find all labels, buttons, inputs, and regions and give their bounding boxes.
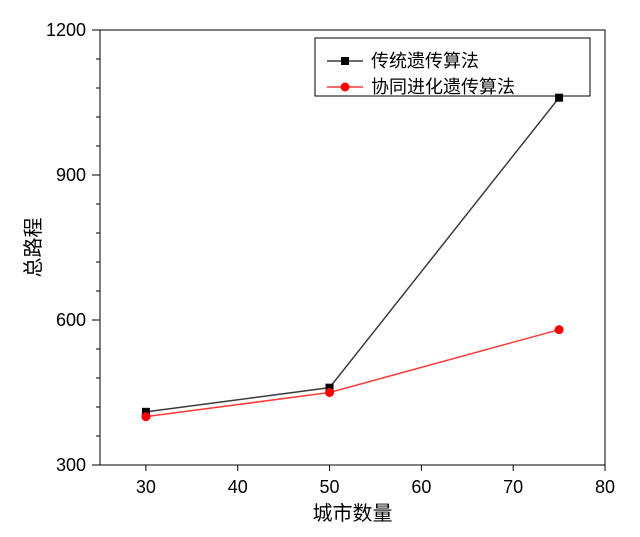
chart-canvas: 30 40 50 60 70 80 城市数量 300 600 900 1200 总路程 传统遗传算法协同… — [0, 0, 640, 537]
line-chart: 30 40 50 60 70 80 城市数量 300 600 900 1200 总路程 传统遗传算法协同… — [0, 0, 640, 537]
legend-label: 协同进化遗传算法 — [371, 77, 515, 97]
series-marker-circle — [141, 412, 150, 421]
x-tick-label: 70 — [503, 477, 523, 497]
x-tick-label: 80 — [595, 477, 615, 497]
x-tick-label: 40 — [228, 477, 248, 497]
x-axis-title: 城市数量 — [313, 502, 393, 525]
x-tick-label: 50 — [320, 477, 340, 497]
series-marker-circle — [325, 388, 334, 397]
y-tick-label: 300 — [56, 455, 86, 475]
y-tick-label: 600 — [56, 310, 86, 330]
plot-border — [100, 30, 605, 465]
y-tick-label: 900 — [56, 165, 86, 185]
series-marker-circle — [555, 325, 564, 334]
legend-label: 传统遗传算法 — [371, 51, 479, 71]
y-axis-title: 总路程 — [22, 218, 45, 278]
legend-marker-square — [341, 57, 349, 65]
series-marker-square — [555, 94, 563, 102]
legend-marker-circle — [341, 83, 350, 92]
series-line — [146, 98, 559, 412]
x-tick-label: 30 — [136, 477, 156, 497]
y-tick-label: 1200 — [46, 20, 86, 40]
x-tick-label: 60 — [411, 477, 431, 497]
